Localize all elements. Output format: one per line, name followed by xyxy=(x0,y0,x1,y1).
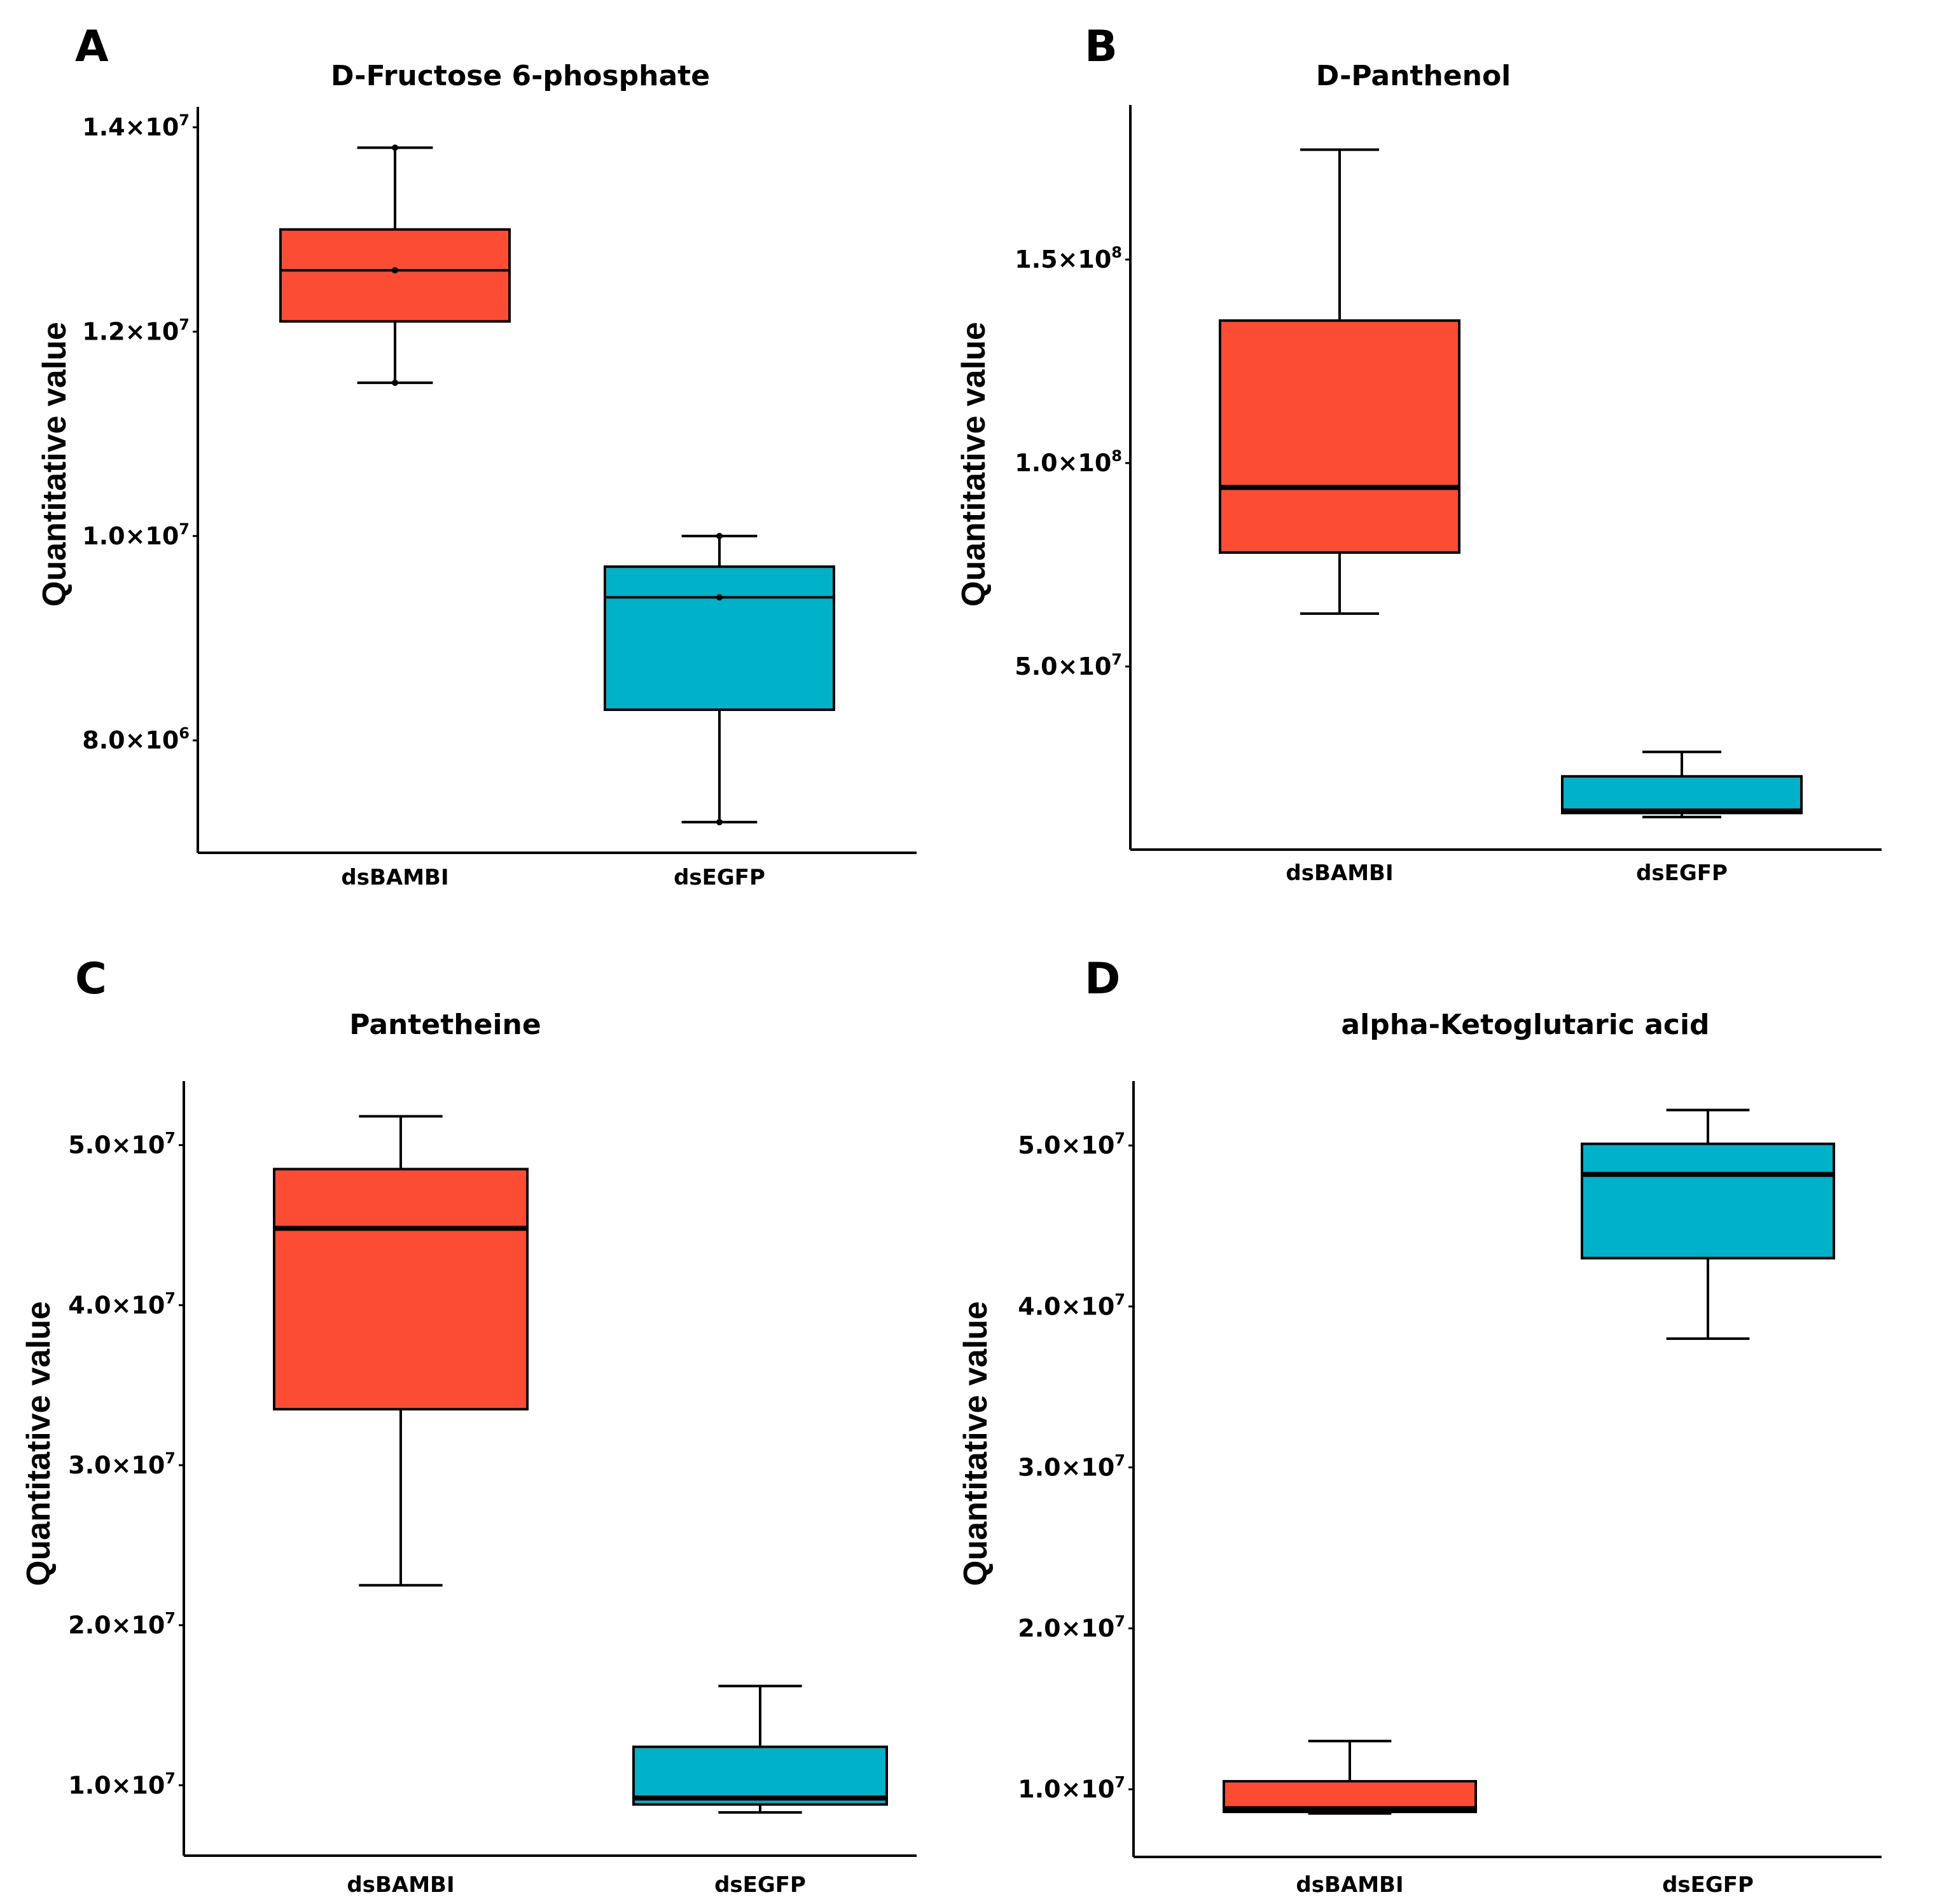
chart-c-box-dsbambi-iqr-rect xyxy=(273,1168,529,1411)
chart-c-y-tick-exponent: 7 xyxy=(165,1449,176,1467)
chart-d-y-tick-label: 5.0×107 xyxy=(1018,1129,1125,1159)
chart-d-y-tick-exponent: 7 xyxy=(1114,1290,1125,1308)
chart-c-y-axis-label: Quantitative value xyxy=(20,1301,57,1586)
chart-c-y-tick-mantissa: 3.0×10 xyxy=(68,1451,165,1479)
chart-d-y-tick-label: 2.0×107 xyxy=(1018,1613,1125,1643)
chart-d-y-tick-exponent: 7 xyxy=(1114,1613,1125,1631)
chart-c-y-tick-exponent: 7 xyxy=(165,1769,176,1787)
chart-c-y-tick-mantissa: 4.0×10 xyxy=(68,1291,165,1319)
chart-c-y-tick-mantissa: 5.0×10 xyxy=(68,1131,165,1159)
chart-a-panel-letter: A xyxy=(75,22,109,72)
chart-b-box-dsbambi-iqr-rect xyxy=(1219,319,1460,554)
chart-a-y-tick-mantissa: 8.0×10 xyxy=(82,726,179,754)
chart-d-y-tick-exponent: 7 xyxy=(1114,1129,1125,1147)
chart-a-box-dsbambi-point xyxy=(392,144,398,151)
chart-a-box-dsegfp-point xyxy=(716,818,723,825)
chart-d-x-tick-label: dsBAMBI xyxy=(1296,1872,1403,1898)
chart-a-box-dsegfp-point xyxy=(716,532,723,539)
chart-c-y-tick-label: 2.0×107 xyxy=(68,1610,176,1639)
chart-a-y-tick-label: 1.4×107 xyxy=(82,111,190,141)
chart-d-panel-letter: D xyxy=(1085,954,1120,1004)
chart-c-y-tick-label: 4.0×107 xyxy=(68,1289,176,1319)
chart-d-y-axis-label: Quantitative value xyxy=(957,1301,994,1586)
chart-a-y-tick-mantissa: 1.0×10 xyxy=(82,522,179,550)
chart-a-box-dsbambi-iqr-rect xyxy=(279,228,511,323)
chart-d-y-tick-mantissa: 4.0×10 xyxy=(1018,1292,1114,1320)
chart-b-box-dsbambi xyxy=(1219,148,1460,615)
chart-c-y-tick-mantissa: 1.0×10 xyxy=(68,1771,165,1799)
chart-d-y-tick-exponent: 7 xyxy=(1114,1774,1125,1791)
chart-d-y-tick-label: 1.0×107 xyxy=(1018,1774,1125,1804)
chart-d-y-tick-mantissa: 1.0×10 xyxy=(1018,1776,1114,1804)
chart-a-y-tick-exponent: 7 xyxy=(179,520,190,538)
chart-c-title: Pantetheine xyxy=(349,1009,541,1041)
chart-d-title: alpha-Ketoglutaric acid xyxy=(1341,1009,1709,1041)
chart-a-x-tick-label: dsBAMBI xyxy=(341,865,448,890)
chart-b-y-tick-exponent: 8 xyxy=(1111,447,1122,465)
chart-d-box-dsegfp xyxy=(1581,1108,1835,1340)
chart-b-panel: B D-Panthenol Quantitative value 5.0×107 1.0… xyxy=(955,22,1882,886)
chart-b-y-tick-mantissa: 1.0×10 xyxy=(1015,449,1111,477)
chart-a-y-tick-mantissa: 1.4×10 xyxy=(82,113,179,141)
chart-c-panel-letter: C xyxy=(75,954,107,1004)
chart-a-box-dsbambi-point xyxy=(392,267,398,274)
chart-c-x-tick-label: dsEGFP xyxy=(714,1872,806,1898)
chart-c-y-tick-label: 5.0×107 xyxy=(68,1129,176,1159)
chart-c-box-dsegfp xyxy=(632,1685,888,1814)
chart-a-y-tick-exponent: 7 xyxy=(179,316,190,334)
chart-a-panel: A D-Fructose 6-phosphate Quantitative valu… xyxy=(36,22,917,890)
chart-c-y-tick-mantissa: 2.0×10 xyxy=(68,1611,165,1639)
chart-c-y-tick-exponent: 7 xyxy=(165,1129,176,1147)
chart-d-y-tick-mantissa: 5.0×10 xyxy=(1018,1131,1114,1159)
chart-b-y-tick-mantissa: 1.5×10 xyxy=(1015,245,1111,273)
chart-b-panel-letter: B xyxy=(1085,22,1118,72)
chart-c-y-tick-exponent: 7 xyxy=(165,1289,176,1307)
chart-d-box-dsegfp-iqr-rect xyxy=(1581,1142,1835,1260)
chart-c-box-dsegfp-iqr-rect xyxy=(632,1745,888,1806)
chart-d-y-tick-mantissa: 3.0×10 xyxy=(1018,1453,1114,1481)
chart-a-box-dsegfp-point xyxy=(716,594,723,601)
chart-b-y-axis-label: Quantitative value xyxy=(955,322,992,607)
chart-d-box-dsbambi xyxy=(1223,1739,1477,1815)
chart-a-y-tick-label: 1.2×107 xyxy=(82,316,190,346)
chart-d-y-tick-exponent: 7 xyxy=(1114,1451,1125,1469)
chart-a-y-tick-exponent: 7 xyxy=(179,111,190,129)
chart-d-y-tick-mantissa: 2.0×10 xyxy=(1018,1615,1114,1643)
chart-b-y-tick-label: 1.5×108 xyxy=(1015,244,1122,273)
chart-b-y-tick-label: 1.0×108 xyxy=(1015,447,1122,477)
chart-a-x-tick-label: dsEGFP xyxy=(674,865,765,890)
chart-a-box-dsegfp xyxy=(604,532,835,825)
chart-a-box-dsegfp-iqr-rect xyxy=(604,565,835,712)
chart-b-y-tick-exponent: 7 xyxy=(1111,651,1122,668)
chart-a-y-tick-label: 8.0×106 xyxy=(82,724,190,754)
chart-a-y-tick-exponent: 6 xyxy=(179,724,190,742)
chart-a-box-dsbambi xyxy=(279,144,511,386)
chart-a-y-tick-mantissa: 1.2×10 xyxy=(82,318,179,346)
chart-b-x-tick-label: dsEGFP xyxy=(1636,860,1728,886)
chart-b-box-dsegfp xyxy=(1561,750,1803,818)
chart-d-x-tick-label: dsEGFP xyxy=(1662,1872,1754,1898)
chart-c-box-dsbambi xyxy=(273,1115,529,1587)
chart-b-title: D-Panthenol xyxy=(1316,60,1511,92)
chart-c-x-tick-label: dsBAMBI xyxy=(347,1872,454,1898)
chart-b-x-tick-label: dsBAMBI xyxy=(1286,860,1393,886)
chart-b-y-tick-label: 5.0×107 xyxy=(1015,651,1122,680)
chart-a-box-dsbambi-point xyxy=(392,379,398,386)
chart-b-y-tick-exponent: 8 xyxy=(1111,244,1122,261)
chart-a-y-axis-label: Quantitative value xyxy=(36,322,73,607)
chart-b-box-dsegfp-iqr-rect xyxy=(1561,775,1803,815)
chart-b-y-tick-mantissa: 5.0×10 xyxy=(1015,652,1111,680)
chart-c-y-tick-exponent: 7 xyxy=(165,1610,176,1627)
chart-a-y-tick-label: 1.0×107 xyxy=(82,520,190,550)
chart-d-y-tick-label: 4.0×107 xyxy=(1018,1290,1125,1320)
chart-c-y-tick-label: 3.0×107 xyxy=(68,1449,176,1479)
chart-c-y-tick-label: 1.0×107 xyxy=(68,1769,176,1799)
chart-d-y-tick-label: 3.0×107 xyxy=(1018,1451,1125,1481)
chart-a-title: D-Fructose 6-phosphate xyxy=(331,60,710,92)
